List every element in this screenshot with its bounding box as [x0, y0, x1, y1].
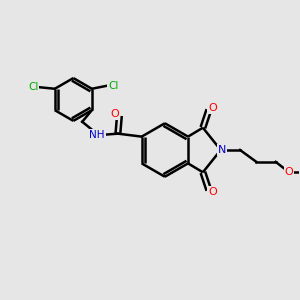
Text: Cl: Cl	[28, 82, 39, 92]
Text: O: O	[111, 109, 119, 119]
Text: O: O	[285, 167, 293, 177]
Text: Cl: Cl	[108, 81, 119, 91]
Text: O: O	[208, 187, 217, 196]
Text: NH: NH	[89, 130, 105, 140]
Text: O: O	[208, 103, 217, 113]
Text: N: N	[218, 145, 226, 155]
